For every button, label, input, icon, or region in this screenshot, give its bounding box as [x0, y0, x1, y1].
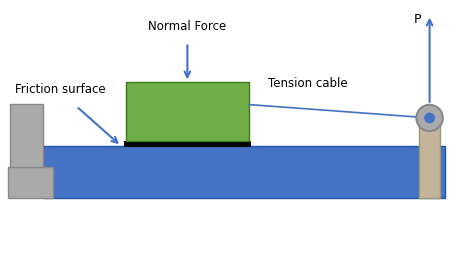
- Text: Tension cable: Tension cable: [268, 77, 348, 90]
- Text: Friction surface: Friction surface: [15, 83, 106, 96]
- Bar: [10, 104, 43, 169]
- Circle shape: [416, 105, 443, 131]
- Bar: [8, 167, 53, 198]
- Text: Normal Force: Normal Force: [148, 20, 227, 33]
- Text: P: P: [414, 13, 421, 26]
- Bar: [124, 141, 251, 147]
- Bar: [419, 120, 440, 198]
- Bar: [126, 82, 249, 141]
- Circle shape: [425, 113, 434, 122]
- Bar: [43, 146, 445, 198]
